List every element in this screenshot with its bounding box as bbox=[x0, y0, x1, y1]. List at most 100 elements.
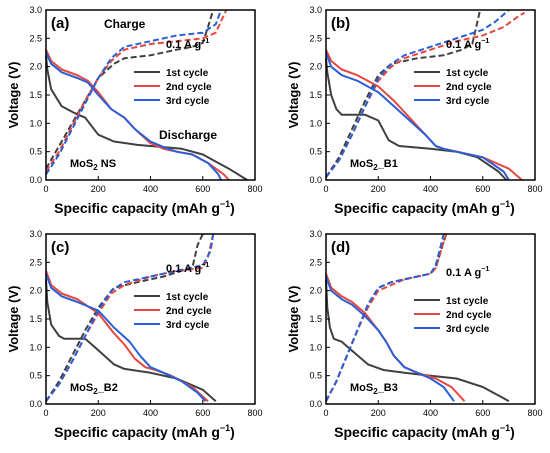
y-tick-label: 0.0 bbox=[309, 175, 322, 185]
x-tick-label: 800 bbox=[527, 408, 542, 418]
x-tick-label: 800 bbox=[247, 184, 262, 194]
y-tick-label: 2.0 bbox=[29, 62, 42, 72]
y-tick-label: 2.5 bbox=[29, 33, 42, 43]
y-tick-label: 0.5 bbox=[309, 371, 322, 381]
series-1-charge-line bbox=[325, 9, 482, 178]
x-tick-label: 800 bbox=[527, 184, 542, 194]
y-tick-label: 1.5 bbox=[29, 90, 42, 100]
x-tick-label: 600 bbox=[195, 184, 210, 194]
legend-entry: 3rd cycle bbox=[446, 96, 490, 107]
series-3-discharge-line bbox=[325, 276, 455, 402]
legend-entry: 1st cycle bbox=[446, 296, 489, 307]
rate-label: 0.1 A g−1 bbox=[446, 266, 489, 279]
y-axis-label: Voltage (V) bbox=[6, 286, 21, 353]
x-tick-label: 200 bbox=[371, 184, 386, 194]
y-tick-label: 2.5 bbox=[309, 33, 322, 43]
legend-entry: 2nd cycle bbox=[446, 82, 492, 93]
y-tick-label: 3.0 bbox=[29, 5, 42, 15]
x-tick-label: 400 bbox=[143, 408, 158, 418]
y-tick-label: 2.0 bbox=[309, 286, 322, 296]
y-tick-label: 0.5 bbox=[309, 147, 322, 157]
x-tick-label: 200 bbox=[91, 408, 106, 418]
series-3-charge-line bbox=[45, 233, 215, 402]
x-tick-label: 0 bbox=[323, 184, 328, 194]
legend-entry: 2nd cycle bbox=[166, 82, 212, 93]
y-tick-label: 2.5 bbox=[29, 257, 42, 267]
x-tick-label: 400 bbox=[423, 184, 438, 194]
panel-label: (c) bbox=[51, 239, 69, 256]
rate-label: 0.1 A g−1 bbox=[166, 38, 209, 51]
y-tick-label: 0.5 bbox=[29, 371, 42, 381]
y-tick-label: 1.5 bbox=[29, 314, 42, 324]
x-tick-label: 200 bbox=[371, 408, 386, 418]
chart-panel-3: 0 200 400 600 800 0.0 0.5 1.0 1.5 2.0 2.5 3.0 Specif… bbox=[6, 229, 263, 440]
y-tick-label: 0.0 bbox=[309, 399, 322, 409]
panel-label: (b) bbox=[331, 15, 350, 32]
x-tick-label: 0 bbox=[43, 184, 48, 194]
y-tick-label: 3.0 bbox=[309, 229, 322, 239]
x-tick-label: 0 bbox=[323, 408, 328, 418]
annotation-charge: Charge bbox=[104, 17, 146, 31]
x-axis-label: Specific capacity (mAh g−1) bbox=[334, 423, 515, 440]
series-1-charge-line bbox=[45, 233, 204, 402]
chart-panel-2: 0 200 400 600 800 0.0 0.5 1.0 1.5 2.0 2.5 3.0 Specif… bbox=[286, 5, 543, 216]
y-tick-label: 0.0 bbox=[29, 399, 42, 409]
plot-frame bbox=[45, 233, 256, 405]
series-3-discharge-line bbox=[325, 52, 510, 181]
rate-label: 0.1 A g−1 bbox=[166, 262, 209, 275]
sample-label: MoS2_B2 bbox=[70, 382, 118, 396]
x-axis-label: Specific capacity (mAh g−1) bbox=[334, 199, 515, 216]
y-tick-label: 1.0 bbox=[29, 118, 42, 128]
panel-label: (a) bbox=[51, 15, 69, 32]
y-tick-label: 1.0 bbox=[309, 118, 322, 128]
sample-label: MoS2 NS bbox=[70, 158, 116, 172]
y-tick-label: 1.5 bbox=[309, 314, 322, 324]
y-tick-label: 2.0 bbox=[309, 62, 322, 72]
y-tick-label: 2.5 bbox=[309, 257, 322, 267]
x-tick-label: 600 bbox=[195, 408, 210, 418]
y-tick-label: 0.5 bbox=[29, 147, 42, 157]
x-tick-label: 200 bbox=[91, 184, 106, 194]
x-axis-label: Specific capacity (mAh g−1) bbox=[54, 423, 235, 440]
series-3-charge-line bbox=[325, 9, 510, 178]
y-tick-label: 1.5 bbox=[309, 90, 322, 100]
x-tick-label: 600 bbox=[475, 408, 490, 418]
chart-panel-4: 0 200 400 600 800 0.0 0.5 1.0 1.5 2.0 2.5 3.0 Specif… bbox=[286, 229, 543, 440]
legend-entry: 1st cycle bbox=[166, 292, 209, 303]
rate-label: 0.1 A g−1 bbox=[446, 38, 489, 51]
series-1-discharge-line bbox=[325, 279, 510, 403]
legend-entry: 2nd cycle bbox=[446, 310, 492, 321]
y-tick-label: 3.0 bbox=[29, 229, 42, 239]
legend-entry: 2nd cycle bbox=[166, 306, 212, 317]
series-2-charge-line bbox=[325, 11, 525, 178]
y-tick-label: 3.0 bbox=[309, 5, 322, 15]
y-axis-label: Voltage (V) bbox=[6, 62, 21, 129]
series-1-discharge-line bbox=[45, 55, 248, 181]
chart-panel-1: 0 200 400 600 800 0.0 0.5 1.0 1.5 2.0 2.5 3.0 Specif… bbox=[6, 5, 263, 216]
series-2-charge-line bbox=[45, 233, 215, 402]
x-axis-label: Specific capacity (mAh g−1) bbox=[54, 199, 235, 216]
series-3-discharge-line bbox=[45, 52, 222, 181]
annotation-discharge: Discharge bbox=[159, 128, 217, 142]
series-1-charge-line bbox=[45, 9, 215, 170]
series-3-discharge-line bbox=[45, 273, 207, 402]
y-tick-label: 1.0 bbox=[29, 342, 42, 352]
y-axis-label: Voltage (V) bbox=[286, 62, 301, 129]
y-axis-label: Voltage (V) bbox=[286, 286, 301, 353]
legend-entry: 1st cycle bbox=[446, 68, 489, 79]
plot-frame bbox=[45, 9, 256, 181]
legend-entry: 3rd cycle bbox=[446, 324, 490, 335]
legend-entry: 3rd cycle bbox=[166, 96, 210, 107]
panel-label: (d) bbox=[331, 239, 350, 256]
sample-label: MoS2_B1 bbox=[350, 158, 398, 172]
y-tick-label: 1.0 bbox=[309, 342, 322, 352]
x-tick-label: 400 bbox=[423, 408, 438, 418]
plot-frame bbox=[325, 9, 536, 181]
series-3-charge-line bbox=[325, 233, 445, 402]
x-tick-label: 400 bbox=[143, 184, 158, 194]
x-tick-label: 0 bbox=[43, 408, 48, 418]
x-tick-label: 600 bbox=[475, 184, 490, 194]
sample-label: MoS2_B3 bbox=[350, 382, 398, 396]
legend-entry: 3rd cycle bbox=[166, 320, 210, 331]
